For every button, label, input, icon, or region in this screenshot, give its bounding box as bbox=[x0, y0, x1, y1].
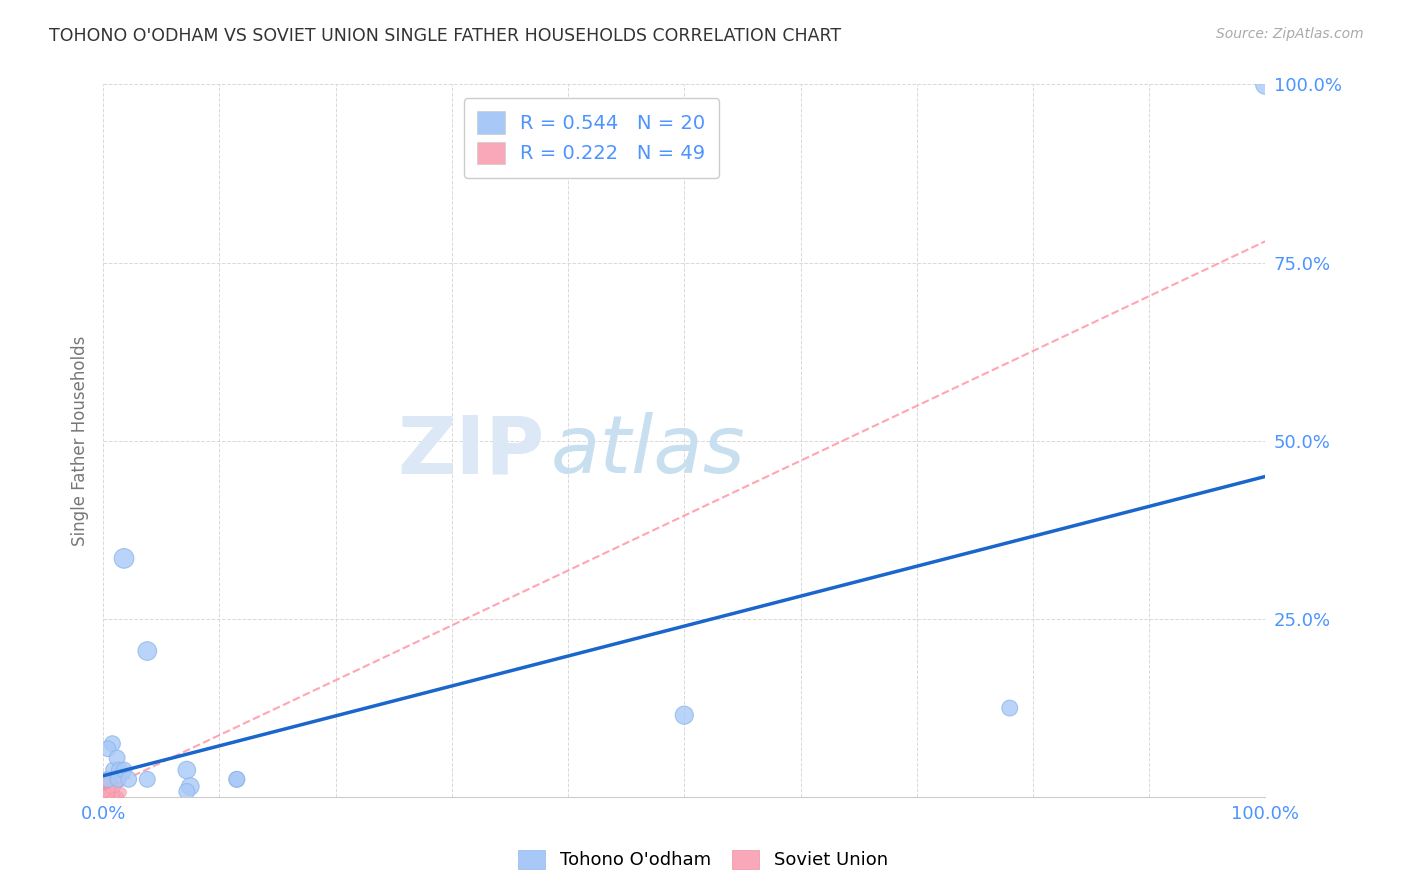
Point bbox=[94, 774, 117, 789]
Point bbox=[96, 780, 118, 794]
Point bbox=[98, 782, 121, 797]
Point bbox=[101, 790, 124, 805]
Point bbox=[104, 780, 127, 795]
Point bbox=[136, 644, 159, 658]
Point bbox=[107, 772, 129, 787]
Point bbox=[93, 774, 115, 789]
Point bbox=[97, 770, 120, 784]
Point bbox=[103, 763, 125, 777]
Point bbox=[97, 741, 120, 756]
Point bbox=[97, 786, 120, 800]
Point bbox=[98, 788, 121, 802]
Point bbox=[93, 786, 115, 800]
Text: ZIP: ZIP bbox=[398, 412, 544, 491]
Point bbox=[101, 775, 124, 789]
Point bbox=[97, 780, 120, 795]
Point bbox=[94, 778, 117, 792]
Point bbox=[94, 771, 117, 785]
Point bbox=[96, 789, 118, 804]
Point bbox=[101, 786, 124, 800]
Point bbox=[93, 786, 115, 800]
Point bbox=[112, 763, 135, 777]
Point bbox=[107, 775, 129, 789]
Text: TOHONO O'ODHAM VS SOVIET UNION SINGLE FATHER HOUSEHOLDS CORRELATION CHART: TOHONO O'ODHAM VS SOVIET UNION SINGLE FA… bbox=[49, 27, 841, 45]
Point bbox=[97, 772, 120, 787]
Text: atlas: atlas bbox=[551, 412, 745, 491]
Point bbox=[93, 785, 115, 799]
Point bbox=[96, 780, 118, 795]
Point bbox=[1254, 78, 1277, 92]
Point bbox=[100, 780, 122, 794]
Point bbox=[94, 782, 117, 797]
Point bbox=[98, 783, 121, 797]
Point bbox=[110, 785, 132, 799]
Point bbox=[176, 784, 198, 798]
Point bbox=[179, 780, 201, 794]
Point bbox=[94, 789, 117, 803]
Point bbox=[108, 763, 131, 777]
Point bbox=[136, 772, 159, 787]
Point bbox=[100, 787, 122, 801]
Point bbox=[225, 772, 247, 787]
Point bbox=[93, 786, 115, 800]
Point bbox=[96, 774, 118, 789]
Point bbox=[105, 751, 128, 765]
Point bbox=[101, 779, 124, 793]
Point bbox=[998, 701, 1021, 715]
Point bbox=[100, 782, 122, 797]
Point bbox=[101, 788, 124, 802]
Point bbox=[97, 780, 120, 794]
Point bbox=[100, 782, 122, 797]
Y-axis label: Single Father Households: Single Father Households bbox=[72, 335, 89, 546]
Point bbox=[107, 789, 129, 803]
Point bbox=[94, 774, 117, 789]
Legend: Tohono O'odham, Soviet Union: Tohono O'odham, Soviet Union bbox=[509, 840, 897, 879]
Point bbox=[96, 776, 118, 790]
Point bbox=[98, 784, 121, 798]
Point bbox=[98, 787, 121, 801]
Point bbox=[97, 783, 120, 797]
Point bbox=[93, 780, 115, 795]
Point bbox=[97, 775, 120, 789]
Point bbox=[112, 551, 135, 566]
Point bbox=[103, 788, 125, 802]
Point bbox=[225, 772, 247, 787]
Point bbox=[107, 789, 129, 803]
Point bbox=[673, 708, 696, 723]
Point bbox=[94, 772, 117, 786]
Point bbox=[176, 763, 198, 777]
Point bbox=[97, 780, 120, 794]
Point bbox=[101, 737, 124, 751]
Point bbox=[118, 772, 141, 787]
Text: Source: ZipAtlas.com: Source: ZipAtlas.com bbox=[1216, 27, 1364, 41]
Point bbox=[93, 776, 115, 790]
Legend: R = 0.544   N = 20, R = 0.222   N = 49: R = 0.544 N = 20, R = 0.222 N = 49 bbox=[464, 98, 718, 178]
Point bbox=[93, 787, 115, 801]
Point bbox=[98, 780, 121, 795]
Point bbox=[93, 770, 115, 784]
